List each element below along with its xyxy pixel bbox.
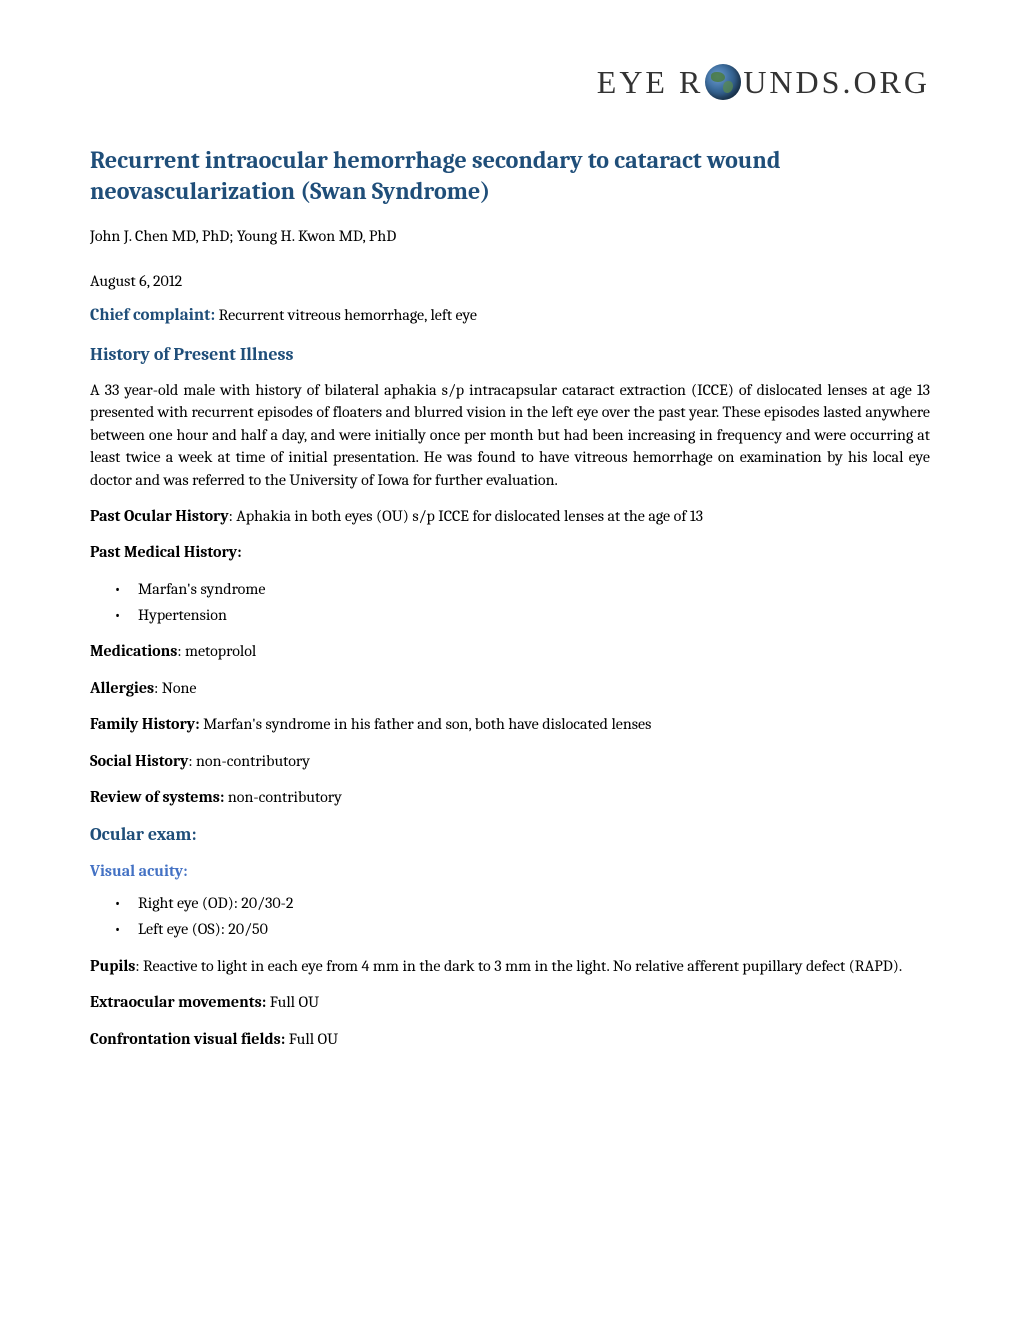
list-item: Hypertension xyxy=(138,604,930,626)
chief-complaint-label: Chief complaint: xyxy=(90,306,215,325)
pupils-line: Pupils: Reactive to light in each eye fr… xyxy=(90,955,930,977)
medications-text: : metoprolol xyxy=(177,642,256,660)
pmh-list: Marfan's syndrome Hypertension xyxy=(138,578,930,627)
pmh-label-line: Past Medical History: xyxy=(90,541,930,563)
authors: John J. Chen MD, PhD; Young H. Kwon MD, … xyxy=(90,225,930,247)
pmh-label: Past Medical History: xyxy=(90,543,242,561)
ros-text: non-contributory xyxy=(224,788,341,806)
logo-container: EYE R UNDS.ORG xyxy=(90,60,930,105)
site-logo: EYE R UNDS.ORG xyxy=(597,60,930,105)
cvf-text: Full OU xyxy=(285,1030,338,1048)
eom-label: Extraocular movements: xyxy=(90,993,266,1011)
allergies-text: : None xyxy=(154,679,196,697)
hpi-text: A 33 year-old male with history of bilat… xyxy=(90,379,930,491)
logo-text-after: UNDS.ORG xyxy=(743,60,930,105)
social-history-label: Social History xyxy=(90,752,188,770)
ros-label: Review of systems: xyxy=(90,788,224,806)
ros-line: Review of systems: non-contributory xyxy=(90,786,930,808)
pupils-label: Pupils xyxy=(90,957,135,975)
visual-acuity-list: Right eye (OD): 20/30-2 Left eye (OS): 2… xyxy=(138,892,930,941)
poh-text: : Aphakia in both eyes (OU) s/p ICCE for… xyxy=(229,507,703,525)
allergies-line: Allergies: None xyxy=(90,677,930,699)
list-item: Marfan's syndrome xyxy=(138,578,930,600)
cvf-label: Confrontation visual fields: xyxy=(90,1030,285,1048)
date: August 6, 2012 xyxy=(90,270,930,292)
medications-label: Medications xyxy=(90,642,177,660)
cvf-line: Confrontation visual fields: Full OU xyxy=(90,1028,930,1050)
family-history-text: Marfan's syndrome in his father and son,… xyxy=(200,715,652,733)
family-history-label: Family History: xyxy=(90,715,200,733)
logo-text-before: EYE R xyxy=(597,60,704,105)
medications-line: Medications: metoprolol xyxy=(90,640,930,662)
social-history-text: : non-contributory xyxy=(188,752,310,770)
pupils-text: : Reactive to light in each eye from 4 m… xyxy=(135,957,902,975)
allergies-label: Allergies xyxy=(90,679,154,697)
family-history-line: Family History: Marfan's syndrome in his… xyxy=(90,713,930,735)
eom-text: Full OU xyxy=(266,993,319,1011)
page-title: Recurrent intraocular hemorrhage seconda… xyxy=(90,145,930,207)
globe-icon xyxy=(705,64,741,100)
visual-acuity-heading: Visual acuity: xyxy=(90,860,930,882)
past-ocular-history-line: Past Ocular History: Aphakia in both eye… xyxy=(90,505,930,527)
social-history-line: Social History: non-contributory xyxy=(90,750,930,772)
poh-label: Past Ocular History xyxy=(90,507,229,525)
list-item: Left eye (OS): 20/50 xyxy=(138,918,930,940)
chief-complaint-text: Recurrent vitreous hemorrhage, left eye xyxy=(215,306,477,324)
eom-line: Extraocular movements: Full OU xyxy=(90,991,930,1013)
list-item: Right eye (OD): 20/30-2 xyxy=(138,892,930,914)
chief-complaint-line: Chief complaint: Recurrent vitreous hemo… xyxy=(90,304,930,328)
hpi-heading: History of Present Illness xyxy=(90,342,930,367)
ocular-exam-heading: Ocular exam: xyxy=(90,822,930,847)
